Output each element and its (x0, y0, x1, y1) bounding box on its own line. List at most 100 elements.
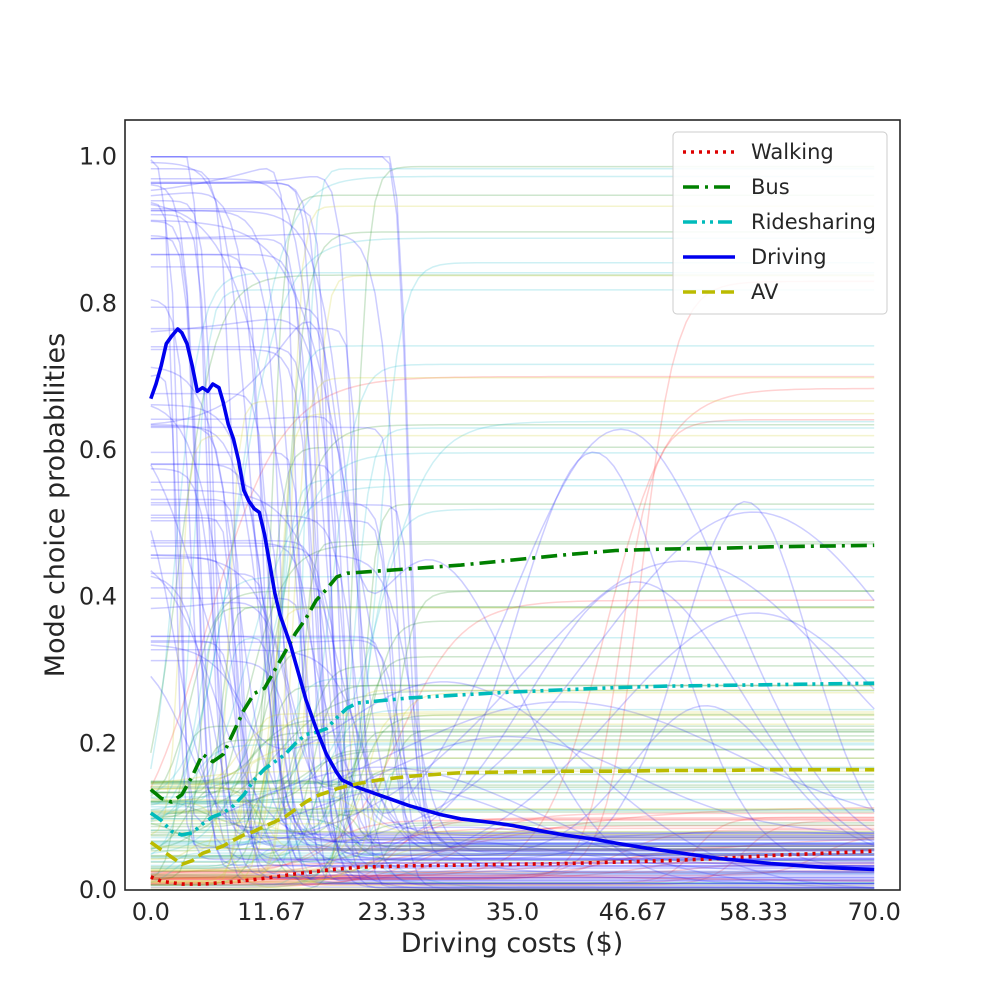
x-tick-label: 0.0 (132, 898, 170, 926)
individual-line (150, 788, 875, 803)
individual-line (150, 607, 875, 884)
individual-line (150, 516, 875, 852)
individual-line (150, 253, 875, 836)
individual-line (150, 740, 875, 791)
individual-line (150, 870, 875, 881)
individual-line (150, 612, 875, 866)
individual-line (150, 542, 875, 841)
individual-line (150, 348, 875, 889)
individual-line (150, 870, 875, 885)
individual-line (150, 818, 875, 886)
individual-line (150, 181, 875, 870)
individual-line (150, 819, 875, 886)
individual-line (150, 675, 875, 841)
individual-line (150, 713, 875, 883)
individual-line (150, 554, 875, 890)
individual-line (150, 725, 875, 879)
individual-line (150, 749, 875, 805)
individual-line (150, 800, 875, 890)
individual-line (150, 420, 875, 798)
legend-label-av: AV (751, 280, 779, 304)
individual-line (150, 822, 875, 863)
x-axis-ticks: 0.0 11.67 23.33 35.0 46.67 58.33 70.0 (132, 898, 901, 926)
individual-line (150, 812, 875, 848)
individual-line (150, 575, 875, 850)
individual-line (150, 377, 875, 880)
individual-line (150, 599, 875, 873)
individual-line (150, 503, 875, 803)
x-tick-label: 35.0 (486, 898, 539, 926)
individual-line (150, 818, 875, 884)
individual-line (150, 853, 875, 872)
individual-line (150, 597, 875, 883)
individual-line (150, 427, 875, 831)
individual-line (150, 201, 875, 861)
individual-line (150, 451, 875, 881)
individual-line (150, 253, 875, 882)
individual-line (150, 735, 875, 832)
individual-line (150, 554, 875, 855)
individual-line (150, 808, 875, 837)
individual-line (150, 306, 875, 889)
individual-line (150, 757, 875, 857)
individual-line (150, 479, 875, 849)
individual-line (150, 237, 875, 855)
individual-line (150, 636, 875, 803)
individual-line (150, 838, 875, 861)
individual-line (150, 405, 875, 885)
individual-line (150, 836, 875, 890)
x-tick-label: 70.0 (847, 898, 900, 926)
individual-line (150, 400, 875, 852)
individual-line (150, 742, 875, 839)
individual-line (150, 235, 875, 867)
individual-line (150, 508, 875, 888)
individual-line (150, 731, 875, 836)
series-line-av (149, 767, 875, 867)
individual-line (150, 208, 875, 859)
y-tick-label: 0.2 (79, 729, 117, 757)
individual-line (150, 743, 875, 823)
individual-line (150, 177, 875, 852)
legend-label-driving: Driving (751, 245, 827, 269)
individual-line (150, 209, 875, 860)
individual-line (150, 489, 875, 851)
x-tick-label: 58.33 (719, 898, 788, 926)
individual-line (150, 843, 875, 867)
individual-line (150, 684, 875, 870)
individual-line (150, 451, 875, 869)
individual-line (150, 780, 875, 789)
individual-line (150, 266, 875, 885)
y-tick-label: 0.0 (79, 876, 117, 904)
individual-line (150, 677, 875, 847)
x-tick-label: 11.67 (237, 898, 306, 926)
individual-line (150, 748, 875, 802)
y-tick-label: 0.6 (79, 436, 117, 464)
individual-line (150, 786, 875, 884)
individual-line (150, 780, 875, 851)
individual-line (150, 159, 875, 849)
individual-line (150, 757, 875, 886)
individual-line (150, 232, 875, 863)
individual-line (150, 299, 875, 851)
legend-box (672, 131, 888, 315)
individual-line (150, 587, 875, 847)
individual-line (150, 155, 875, 860)
individual-line (150, 843, 875, 875)
individual-line (150, 557, 875, 867)
individual-line (150, 570, 875, 845)
individual-line (150, 864, 875, 874)
individual-line (150, 822, 875, 850)
individual-line (150, 541, 875, 783)
individual-line (150, 155, 875, 839)
y-tick-label: 0.8 (79, 289, 117, 317)
individual-line (150, 805, 875, 812)
individual-line (150, 161, 875, 843)
individual-line (150, 854, 875, 884)
individual-line (150, 424, 875, 851)
x-tick-label: 46.67 (599, 898, 668, 926)
individual-line (150, 723, 875, 787)
individual-line (150, 219, 875, 874)
individual-probability-lines (150, 155, 875, 890)
individual-line (150, 824, 875, 889)
